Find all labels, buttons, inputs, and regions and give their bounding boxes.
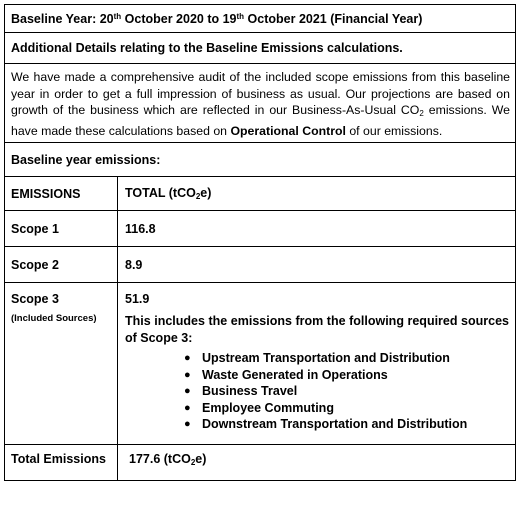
table-row-scope1: Scope 1 116.8 (5, 211, 515, 247)
table-row-scope3: Scope 3 (Included Sources) 51.9 This inc… (5, 283, 515, 445)
baseline-year-row: Baseline Year: 20th October 2020 to 19th… (5, 5, 515, 33)
audit-paragraph-part1: We have made a comprehensive audit of th… (11, 70, 510, 117)
table-row-scope2: Scope 2 8.9 (5, 247, 515, 283)
total-label-cell: Total Emissions (5, 445, 118, 480)
scope1-value: 116.8 (125, 221, 156, 236)
bullet-icon: ● (184, 352, 191, 364)
source-label: Upstream Transportation and Distribution (202, 351, 450, 365)
emissions-column-header: EMISSIONS (5, 177, 118, 210)
scope2-label: Scope 2 (11, 257, 59, 272)
list-item: ● Downstream Transportation and Distribut… (184, 416, 509, 433)
scope3-description: This includes the emissions from the fol… (125, 314, 509, 345)
scope1-value-cell: 116.8 (118, 211, 515, 246)
total-value-cell: 177.6 (tCO2e) (118, 445, 515, 480)
baseline-emissions-document: Baseline Year: 20th October 2020 to 19th… (4, 4, 516, 481)
scope2-value-cell: 8.9 (118, 247, 515, 282)
scope2-value: 8.9 (125, 257, 143, 272)
scope1-label: Scope 1 (11, 221, 59, 236)
emissions-column-header-text: EMISSIONS (11, 186, 81, 201)
scope1-label-cell: Scope 1 (5, 211, 118, 246)
baseline-emissions-heading-text: Baseline year emissions: (11, 152, 161, 167)
baseline-year-text: Baseline Year: 20th October 2020 to 19th… (11, 11, 423, 26)
table-header-row: EMISSIONS TOTAL (tCO2e) (5, 177, 515, 211)
total-emissions-value: 177.6 (tCO2e) (129, 452, 207, 467)
table-row-total: Total Emissions 177.6 (tCO2e) (5, 445, 515, 480)
scope3-value: 51.9 (125, 292, 150, 306)
bullet-icon: ● (184, 368, 191, 381)
additional-details-heading-text: Additional Details relating to the Basel… (11, 41, 403, 55)
co2-subscript: 2 (419, 109, 424, 118)
audit-paragraph-part2: emissions. We have made these calculatio… (11, 103, 510, 138)
source-label: Business Travel (202, 384, 298, 398)
total-column-header: TOTAL (tCO2e) (118, 177, 515, 210)
scope2-label-cell: Scope 2 (5, 247, 118, 282)
source-label: Waste Generated in Operations (202, 367, 388, 382)
bullet-icon: ● (184, 385, 191, 397)
scope3-label: Scope 3 (11, 292, 59, 306)
total-column-header-text: TOTAL (tCO2e) (125, 186, 212, 201)
list-item: ● Waste Generated in Operations (184, 367, 509, 384)
scope3-included-sources-note: (Included Sources) (11, 313, 97, 324)
scope3-value-cell: 51.9 This includes the emissions from th… (118, 283, 515, 444)
scope3-label-cell: Scope 3 (Included Sources) (5, 283, 118, 444)
additional-details-heading: Additional Details relating to the Basel… (5, 33, 515, 64)
operational-control-text: Operational Control (230, 123, 346, 138)
total-emissions-label: Total Emissions (11, 452, 106, 466)
list-item: ● Upstream Transportation and Distributio… (184, 350, 509, 367)
list-item: ● Business Travel (184, 383, 509, 400)
baseline-emissions-heading: Baseline year emissions: (5, 143, 515, 177)
audit-paragraph-part3: of our emissions. (345, 123, 443, 138)
scope3-sources-list: ● Upstream Transportation and Distributio… (125, 350, 509, 433)
list-item: ● Employee Commuting (184, 400, 509, 417)
bullet-icon: ● (184, 418, 191, 430)
bullet-icon: ● (184, 401, 191, 414)
source-label: Employee Commuting (202, 400, 334, 415)
audit-paragraph: We have made a comprehensive audit of th… (5, 64, 515, 143)
source-label: Downstream Transportation and Distributi… (202, 417, 468, 431)
